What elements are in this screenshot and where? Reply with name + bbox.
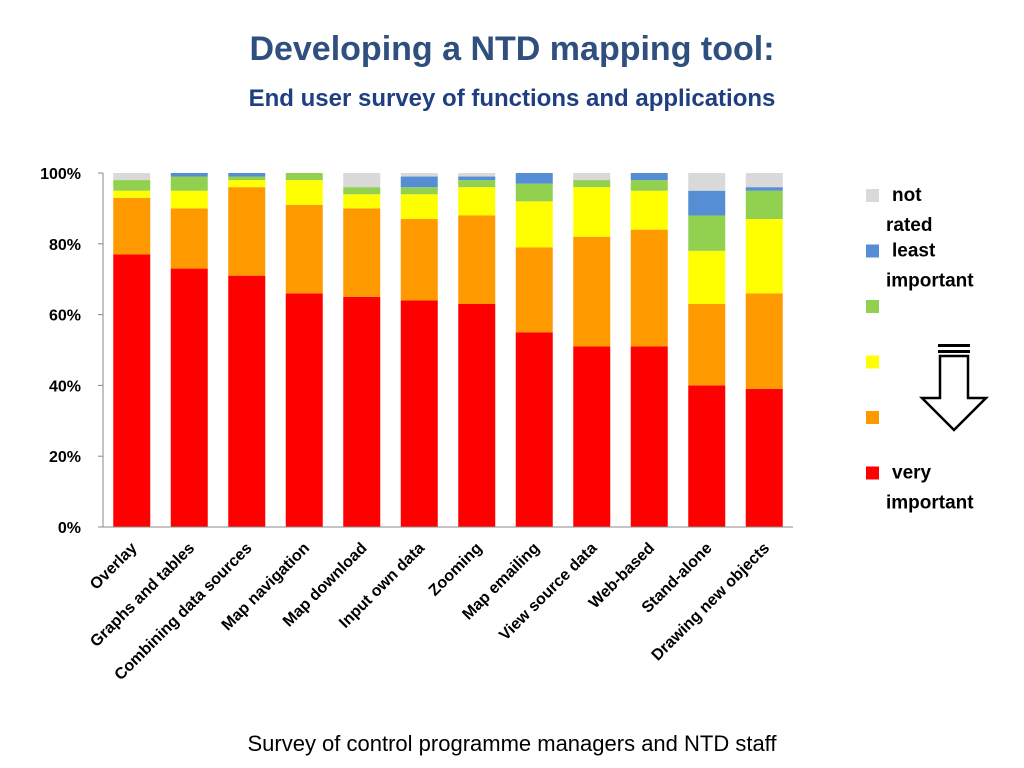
bar-segment-5-4: [343, 187, 381, 195]
bar-segment-8-1: [515, 332, 553, 527]
bar-segment-3-1: [228, 275, 266, 527]
bar-segment-7-4: [458, 180, 496, 188]
bar-segment-10-1: [630, 346, 668, 527]
bar-segment-12-2: [745, 293, 783, 389]
bar-segment-12-6: [745, 173, 783, 188]
bar-segment-11-2: [688, 303, 726, 386]
bar-segment-6-1: [400, 300, 438, 527]
bar-segment-5-2: [343, 208, 381, 297]
legend-swatch: [866, 411, 879, 424]
category-label: View source data: [496, 540, 600, 644]
axes: 0% 20% 40% 60% 80% 100%: [40, 166, 793, 537]
bar-segment-6-2: [400, 219, 438, 301]
bar-segment-12-1: [745, 388, 783, 527]
down-arrow-icon: [918, 344, 990, 432]
bar-segment-5-6: [343, 173, 381, 188]
bar-segment-6-6: [400, 173, 438, 177]
bar-segment-7-1: [458, 303, 496, 527]
bar-segment-2-2: [170, 208, 208, 269]
bar-segment-11-6: [688, 173, 726, 191]
bar-segment-4-3: [285, 180, 323, 205]
bar-segment-11-1: [688, 385, 726, 527]
bar-segment-8-2: [515, 247, 553, 333]
legend-swatch: [866, 189, 879, 202]
bar-segment-11-3: [688, 250, 726, 304]
bar-segment-2-5: [170, 173, 208, 177]
bar-segment-12-4: [745, 190, 783, 220]
bar-segment-3-3: [228, 180, 266, 188]
footer-caption: Survey of control programme managers and…: [247, 731, 777, 756]
category-label: Overlay: [87, 540, 141, 594]
legend-swatch: [866, 466, 879, 480]
category-label: Zooming: [426, 540, 486, 600]
y-tick-label: 60%: [49, 308, 81, 325]
bar-segment-7-5: [458, 176, 496, 181]
bar-segment-6-4: [400, 187, 438, 195]
bar-segment-1-2: [113, 197, 151, 255]
bar-segment-5-3: [343, 194, 381, 209]
bar-segment-2-1: [170, 268, 208, 527]
category-label: Drawing new objects: [649, 540, 774, 665]
bar-segment-9-6: [573, 173, 611, 181]
bar-segment-12-3: [745, 219, 783, 294]
bar-segment-1-1: [113, 254, 151, 528]
bar-segment-10-4: [630, 180, 668, 191]
y-tick-label: 100%: [40, 166, 81, 183]
bar-segment-7-6: [458, 173, 496, 177]
legend-label: least important: [886, 241, 974, 292]
bar-segment-1-4: [113, 180, 151, 191]
slide-subtitle: End user survey of functions and applica…: [248, 85, 776, 112]
legend-label: very important: [886, 463, 974, 514]
legend-swatch: [866, 300, 879, 313]
slide-title: Developing a NTD mapping tool:: [249, 30, 775, 68]
legend-swatch: [866, 244, 879, 258]
bar-segment-6-3: [400, 194, 438, 220]
bar-group: [113, 173, 783, 528]
bar-segment-7-3: [458, 187, 496, 216]
bar-segment-6-5: [400, 176, 438, 188]
legend-label: not rated: [886, 185, 932, 236]
y-tick-label: 80%: [49, 237, 81, 254]
bar-segment-10-2: [630, 229, 668, 347]
bar-segment-9-4: [573, 180, 611, 188]
bar-segment-2-3: [170, 190, 208, 209]
bar-segment-9-3: [573, 187, 611, 237]
bar-segment-11-5: [688, 190, 726, 216]
y-tick-label: 20%: [49, 449, 81, 466]
bar-segment-4-2: [285, 204, 323, 294]
bar-segment-3-4: [228, 176, 266, 181]
bar-segment-5-1: [343, 296, 381, 527]
bar-segment-8-3: [515, 201, 553, 248]
bar-segment-4-1: [285, 293, 323, 527]
bar-segment-4-4: [285, 173, 323, 181]
bar-segment-1-6: [113, 173, 151, 181]
bar-segment-7-2: [458, 215, 496, 304]
bar-segment-8-4: [515, 183, 553, 202]
bar-segment-2-4: [170, 176, 208, 191]
bar-segment-10-3: [630, 190, 668, 230]
bar-segment-10-5: [630, 173, 668, 181]
bar-segment-9-1: [573, 346, 611, 527]
y-tick-label: 40%: [49, 378, 81, 395]
bar-segment-9-2: [573, 236, 611, 347]
legend-swatch: [866, 355, 879, 369]
bar-segment-8-5: [515, 173, 553, 184]
legend: not rated least important very important: [866, 185, 974, 514]
bar-segment-3-2: [228, 187, 266, 276]
y-tick-label: 0%: [58, 520, 81, 537]
bar-segment-12-5: [745, 187, 783, 191]
category-label: Graphs and tables: [87, 540, 198, 651]
bar-segment-11-4: [688, 215, 726, 251]
bar-segment-1-3: [113, 190, 151, 198]
bar-segment-3-5: [228, 173, 266, 177]
